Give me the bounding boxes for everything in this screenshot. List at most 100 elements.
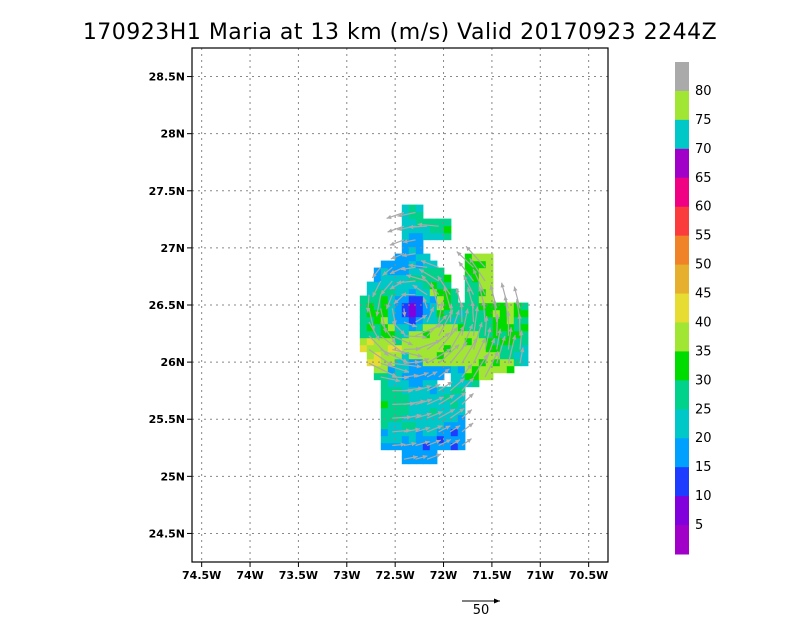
colorbar-segment (675, 294, 689, 323)
field-cell (423, 282, 431, 290)
field-cell (521, 317, 529, 325)
field-cell (444, 275, 452, 283)
field-cell (388, 408, 396, 416)
field-cell (444, 429, 452, 437)
field-cell (416, 205, 424, 213)
field-cell (374, 324, 382, 332)
y-tick-label: 26.5N (149, 299, 185, 312)
field-cell (360, 331, 368, 339)
field-cell (444, 443, 452, 451)
colorbar-segment (675, 207, 689, 236)
y-tick-label: 25.5N (149, 413, 185, 426)
field-cell (416, 380, 424, 388)
field-cell (381, 261, 389, 269)
colorbar-segment (675, 149, 689, 178)
colorbar-label: 45 (695, 287, 712, 302)
y-tick-label: 28.5N (149, 71, 185, 84)
field-cell (451, 296, 459, 304)
field-cell (416, 212, 424, 220)
field-cell (479, 275, 487, 283)
field-cell (402, 261, 410, 269)
field-cell (381, 394, 389, 402)
field-cell (437, 233, 445, 241)
field-cell (409, 394, 417, 402)
field-cell (500, 366, 508, 374)
field-cell (409, 345, 417, 353)
field-cell (374, 359, 382, 367)
field-cell (486, 275, 494, 283)
colorbar-segment (675, 380, 689, 409)
field-cell (388, 394, 396, 402)
field-cell (521, 359, 529, 367)
field-cell (395, 408, 403, 416)
colorbar-label: 50 (695, 258, 712, 273)
field-cell (409, 422, 417, 430)
field-cell (360, 317, 368, 325)
field-cell (381, 443, 389, 451)
field-cell (388, 443, 396, 451)
x-tick-label: 71.5W (472, 569, 511, 582)
field-cell (514, 352, 522, 360)
field-cell (381, 401, 389, 409)
field-cell (395, 436, 403, 444)
field-cell (416, 233, 424, 241)
field-cell (360, 296, 368, 304)
colorbar-label: 40 (695, 316, 712, 331)
field-cell (360, 310, 368, 318)
colorbar-label: 15 (695, 460, 712, 475)
field-cell (423, 352, 431, 360)
field-cell (360, 303, 368, 311)
field-cell (367, 338, 375, 346)
field-cell (416, 394, 424, 402)
x-tick-label: 72W (430, 569, 457, 582)
y-tick-label: 24.5N (149, 527, 185, 540)
colorbar-segment (675, 438, 689, 467)
field-cell (402, 380, 410, 388)
colorbar-label: 30 (695, 373, 712, 388)
field-cell (395, 422, 403, 430)
colorbar-label: 25 (695, 402, 712, 417)
field-cell (430, 317, 438, 325)
x-tick-label: 72.5W (376, 569, 415, 582)
colorbar-label: 55 (695, 229, 712, 244)
field-cell (381, 275, 389, 283)
field-cell (500, 352, 508, 360)
wind-field (360, 205, 529, 465)
field-cell (486, 296, 494, 304)
colorbar-segment (675, 525, 689, 554)
field-cell (458, 366, 466, 374)
field-cell (381, 373, 389, 381)
field-cell (402, 219, 410, 227)
field-cell (402, 205, 410, 213)
field-cell (395, 303, 403, 311)
field-cell (360, 345, 368, 353)
field-cell (388, 429, 396, 437)
y-tick-label: 26N (160, 356, 185, 369)
field-cell (444, 219, 452, 227)
field-cell (451, 366, 459, 374)
field-cell (430, 226, 438, 234)
field-cell (395, 394, 403, 402)
colorbar-label: 10 (695, 489, 712, 504)
field-cell (409, 205, 417, 213)
field-cell (430, 268, 438, 276)
field-cell (444, 233, 452, 241)
field-cell (416, 338, 424, 346)
colorbar-label: 35 (695, 344, 712, 359)
y-tick-label: 27.5N (149, 185, 185, 198)
field-cell (479, 310, 487, 318)
colorbar-segment (675, 467, 689, 496)
field-cell (374, 317, 382, 325)
field-cell (507, 366, 515, 374)
field-cell (402, 436, 410, 444)
field-cell (381, 380, 389, 388)
field-cell (472, 282, 480, 290)
field-cell (402, 408, 410, 416)
colorbar-segment (675, 496, 689, 525)
x-tick-label: 74.5W (182, 569, 221, 582)
colorbar-label: 60 (695, 200, 712, 215)
field-cell (381, 429, 389, 437)
field-cell (409, 296, 417, 304)
